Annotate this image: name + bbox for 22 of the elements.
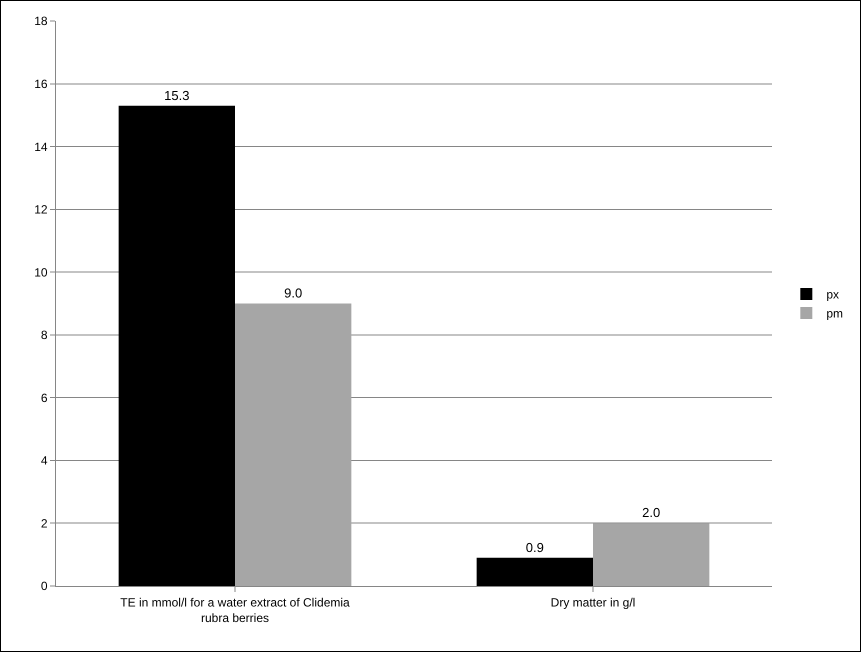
y-tick-label: 4 xyxy=(40,454,48,468)
data-label: 2.0 xyxy=(642,505,660,520)
data-label: 9.0 xyxy=(284,286,302,300)
y-tick-label: 18 xyxy=(34,14,48,28)
data-label: 15.3 xyxy=(164,88,190,103)
data-label: 0.9 xyxy=(526,540,544,555)
bar xyxy=(593,523,710,586)
y-tick-label: 12 xyxy=(34,202,48,217)
bar xyxy=(476,558,593,586)
bar xyxy=(235,304,352,586)
y-tick-label: 0 xyxy=(40,579,48,594)
x-tick-label: TE in mmol/l for a water extract of Clidemia rubra berries xyxy=(120,595,350,625)
legend-label: pm xyxy=(826,306,843,321)
y-tick-label: 2 xyxy=(40,516,48,530)
x-tick-label: Dry matter in g/l xyxy=(550,595,636,610)
bar xyxy=(118,106,235,586)
y-tick-label: 6 xyxy=(40,390,48,405)
y-tick-label: 14 xyxy=(34,140,48,154)
y-tick-label: 8 xyxy=(40,328,48,342)
y-tick-label: 16 xyxy=(34,76,48,91)
legend-label: px xyxy=(826,288,840,302)
y-tick-label: 10 xyxy=(34,265,48,280)
